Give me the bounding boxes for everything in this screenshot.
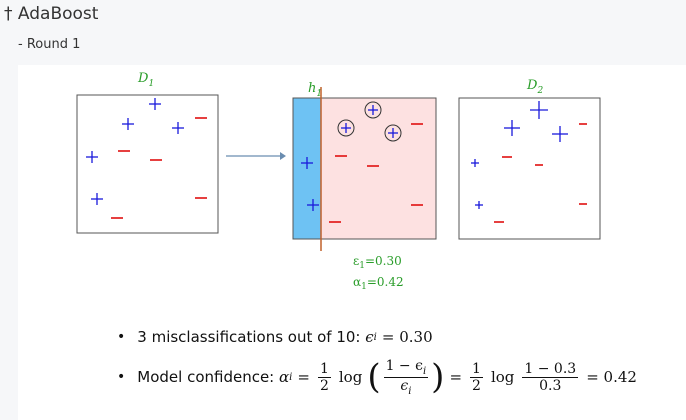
math: =: [449, 368, 463, 387]
label: D: [137, 71, 149, 86]
label-sub: 1: [316, 89, 322, 99]
bullet: • 3 misclassifications out of 10: ϵ i = 0.3…: [117, 328, 433, 346]
diagram: D1 h1 D2 ε1=0.30 α1=0.42: [76, 71, 601, 292]
num-text: 1 − ϵ: [385, 358, 423, 374]
panel-h1: [292, 97, 437, 240]
math: α: [279, 368, 290, 387]
panel-label: h1: [308, 81, 322, 99]
paren: ): [431, 357, 445, 398]
h1-right-region: [321, 98, 436, 239]
math: ϵ: [365, 328, 374, 346]
num: 1: [317, 360, 331, 378]
alpha-label: α1=0.42: [353, 275, 404, 292]
den-sub: i: [408, 385, 412, 397]
fraction: 1 − ϵi ϵi: [383, 358, 429, 397]
den: 2: [319, 377, 329, 394]
symbol: α: [353, 275, 361, 289]
slide: D1 h1 D2 ε1=0.30 α1=0.42 • 3 misclassific…: [18, 65, 686, 420]
label-sub: 1: [148, 79, 154, 89]
paren: (: [367, 357, 381, 398]
circle-mark: [364, 101, 382, 119]
value: =0.42: [367, 275, 404, 289]
panel-d1: [76, 94, 219, 234]
subsection-title: - Round 1: [18, 37, 81, 52]
label: h: [308, 81, 316, 96]
bullet-text: Model confidence:: [137, 368, 275, 387]
num-sub: i: [422, 365, 427, 377]
fraction: 1 − 0.3 0.3: [522, 360, 579, 394]
den: 2: [472, 377, 481, 394]
math: log: [490, 368, 515, 387]
panel-label: D1: [137, 71, 154, 89]
sub: 1: [361, 282, 367, 292]
num: 1 − 0.3: [522, 360, 579, 378]
num: 1: [470, 360, 483, 378]
bullet: • Model confidence: α i = 1 2 log(1 − ϵi ϵi) = 1 2…: [117, 357, 637, 398]
den: 0.3: [539, 377, 562, 394]
label: D: [526, 78, 538, 93]
section-title: † AdaBoost: [4, 4, 99, 24]
symbol: ε: [353, 254, 359, 268]
error-label: ε1=0.30: [353, 254, 402, 271]
den-text: ϵ: [400, 377, 409, 394]
den: ϵi: [400, 378, 411, 397]
math-sub: i: [289, 371, 293, 383]
math: =: [297, 368, 310, 387]
label-sub: 2: [536, 86, 543, 96]
circle-mark: [384, 124, 402, 142]
math: = 0.42: [586, 368, 637, 387]
math: log: [338, 368, 363, 387]
num: 1 − ϵi: [383, 358, 429, 378]
math-sub: i: [373, 331, 377, 343]
value: =0.30: [365, 254, 402, 268]
sub: 1: [359, 261, 365, 271]
panel-d2: [458, 97, 601, 240]
circle-mark: [337, 119, 355, 137]
math: = 0.30: [381, 328, 433, 346]
panel-label: D2: [526, 78, 543, 96]
arrow-head: [280, 152, 286, 160]
bullet-text: 3 misclassifications out of 10:: [137, 328, 361, 346]
